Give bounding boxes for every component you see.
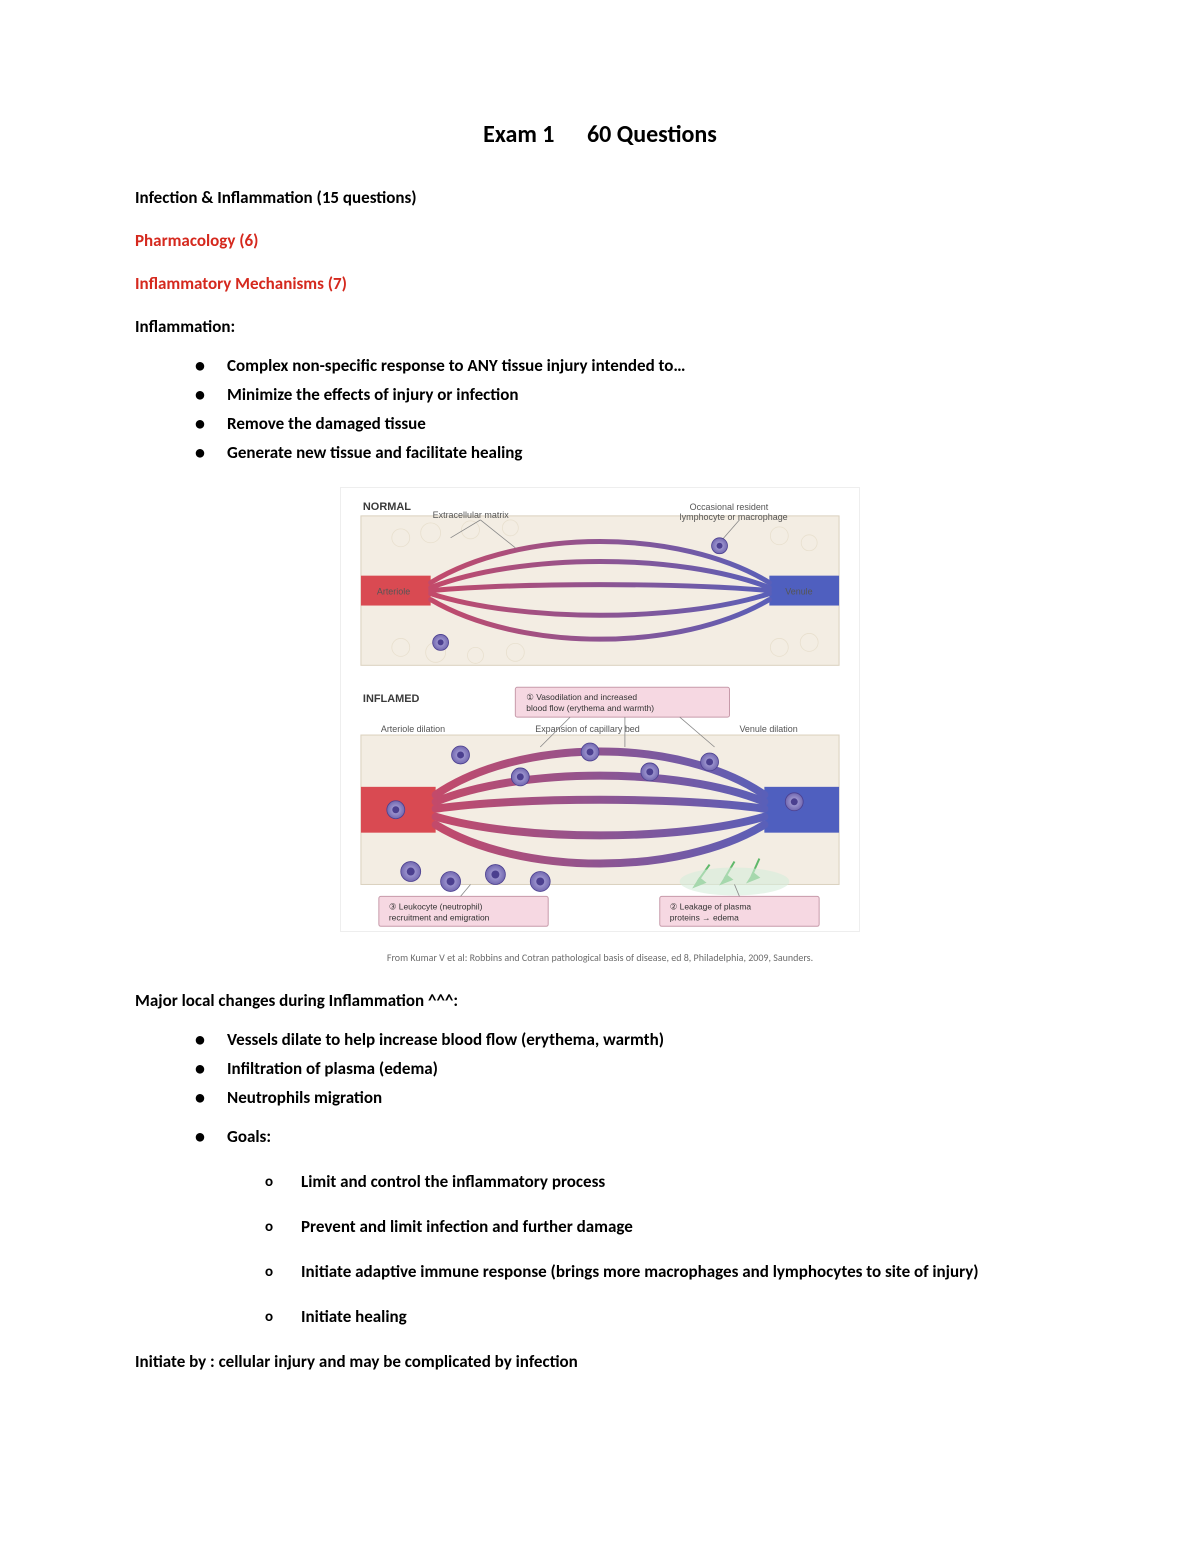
goals-list: Limit and control the inflammatory proce… [265, 1171, 1065, 1329]
diagram-svg: NORMAL Arteriole Venule Extracellular ma… [340, 487, 860, 932]
arteriole-dilation-label: Arteriole dilation [381, 724, 445, 734]
diagram-caption: From Kumar V et al: Robbins and Cotran p… [300, 951, 900, 964]
list-item: Generate new tissue and facilitate heali… [195, 442, 1065, 465]
box2-l2: proteins → edema [670, 912, 739, 922]
list-item: Prevent and limit infection and further … [265, 1216, 1065, 1239]
goals-label: Goals: [195, 1126, 1065, 1149]
ecm-label: Extracellular matrix [433, 510, 510, 520]
normal-label: NORMAL [363, 501, 411, 513]
inflammation-diagram: NORMAL Arteriole Venule Extracellular ma… [340, 487, 860, 937]
inflamed-label: INFLAMED [363, 693, 420, 705]
arteriole-label: Arteriole [377, 586, 410, 596]
heading-inflammation: Inflammation: [135, 316, 1065, 337]
page-title: Exam 1 60 Questions [135, 120, 1065, 149]
list-item: Limit and control the inflammatory proce… [265, 1171, 1065, 1194]
venule-label: Venule [785, 586, 812, 596]
capillary-expansion-label: Expansion of capillary bed [535, 724, 640, 734]
heading-major-local: Major local changes during Inflammation … [135, 990, 1065, 1011]
initiate-by: Initiate by : cellular injury and may be… [135, 1351, 1065, 1372]
heading-mechanisms: Inflammatory Mechanisms (7) [135, 273, 1065, 294]
list-item: Initiate adaptive immune response (bring… [265, 1261, 1065, 1284]
list-item: Remove the damaged tissue [195, 413, 1065, 436]
list-item: Minimize the effects of injury or infect… [195, 384, 1065, 407]
venule-dilation-label: Venule dilation [739, 724, 797, 734]
heading-pharmacology: Pharmacology (6) [135, 230, 1065, 251]
resident-label-2: lymphocyte or macrophage [680, 512, 788, 522]
list-item: Vessels dilate to help increase blood fl… [195, 1029, 1065, 1052]
box1-l1: ① Vasodilation and increased [526, 692, 637, 702]
heading-infection: Infection & Inflammation (15 questions) [135, 187, 1065, 208]
box2-l1: ② Leakage of plasma [670, 901, 752, 911]
box3-l1: ③ Leukocyte (neutrophil) [389, 901, 483, 911]
list-item: Neutrophils migration [195, 1087, 1065, 1110]
list-item: Complex non-specific response to ANY tis… [195, 355, 1065, 378]
list-item: Initiate healing [265, 1306, 1065, 1329]
list-item: Infiltration of plasma (edema) [195, 1058, 1065, 1081]
inflammation-list: Complex non-specific response to ANY tis… [195, 355, 1065, 465]
box1-l2: blood flow (erythema and warmth) [526, 703, 654, 713]
box3-l2: recruitment and emigration [389, 912, 490, 922]
major-local-list: Vessels dilate to help increase blood fl… [195, 1029, 1065, 1149]
resident-label-1: Occasional resident [690, 502, 769, 512]
